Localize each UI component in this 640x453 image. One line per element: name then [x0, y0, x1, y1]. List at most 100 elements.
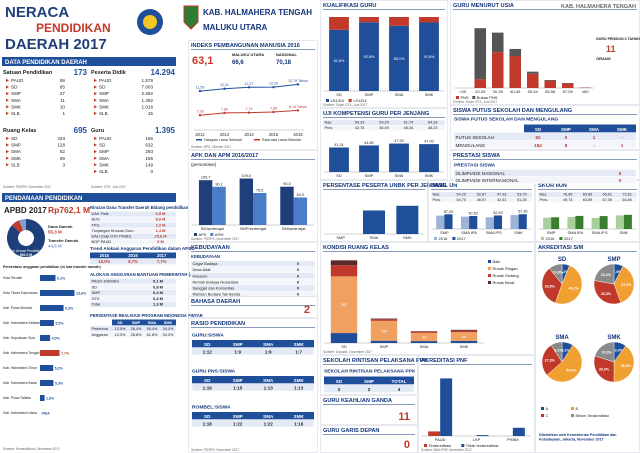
panel-title: PRESTASI SISWA	[453, 153, 500, 159]
donut-label: Non Urusan Pendidikan	[9, 249, 43, 253]
legend-label: Rusak Sedang	[493, 273, 519, 278]
bullet	[94, 85, 97, 89]
row-label: SMA	[11, 98, 22, 103]
category-label: PKBM	[507, 437, 518, 442]
row-value: 27	[60, 91, 66, 96]
category-label: LKP	[473, 437, 481, 442]
table-cell: TPG	[92, 222, 100, 227]
pie-slice	[613, 265, 635, 304]
title-bar	[2, 193, 176, 202]
table-title: PRESTASI SISWA	[454, 163, 496, 169]
bar	[198, 180, 213, 225]
table-cell: 1:22	[264, 421, 274, 426]
province-name: MALUKU UTARA	[203, 23, 268, 32]
value-label: 30,0%	[599, 368, 610, 372]
bar	[330, 265, 358, 277]
point	[198, 114, 202, 117]
table-cell: 34,3%	[163, 333, 174, 337]
value-label: 6,1%	[57, 277, 66, 281]
value-label: 7,28	[197, 110, 204, 114]
value-label: 7,69	[221, 107, 228, 111]
value-label: 5,3%	[55, 382, 64, 386]
header-cell: SMK	[294, 342, 305, 347]
legend-swatch	[210, 233, 214, 236]
category-label: SD	[336, 173, 342, 178]
row-label: SD	[99, 85, 106, 90]
table-cell: 1	[593, 135, 596, 140]
legend-swatch	[461, 444, 465, 447]
bar	[544, 80, 557, 81]
bar	[330, 333, 358, 343]
panel-title: KEBUDAYAAN	[191, 245, 230, 251]
table-cell: Prov.	[433, 198, 442, 202]
header-cell: SMP	[561, 127, 571, 132]
table-cell: 1:22	[233, 421, 243, 426]
row-label: SLB	[99, 169, 108, 174]
legend-swatch	[434, 237, 437, 240]
category-label: SMK	[460, 344, 469, 349]
source: Sumber: Dirjen GTK, Juni 2017	[453, 100, 498, 104]
legend-label: Harapan Lama Sekolah	[204, 138, 242, 142]
table-cell: BOP PAUD	[92, 239, 112, 244]
point	[198, 89, 202, 93]
table-cell: 54,33	[355, 121, 365, 125]
legend-label: Baik	[493, 259, 501, 264]
value-label: 64,9	[297, 193, 304, 197]
legend-swatch	[488, 281, 491, 284]
panel-border	[188, 150, 318, 242]
header-cell: SMA	[263, 414, 274, 419]
table-cell: 7,7%	[157, 259, 167, 264]
table-cell: 1	[621, 143, 624, 148]
value-label: 9,1%	[561, 348, 570, 352]
bar	[419, 144, 439, 172]
bar	[389, 143, 409, 172]
legend-swatch	[488, 267, 491, 270]
table-cell: 1:16	[203, 385, 213, 390]
table-title: GURU PNS:SISWA	[192, 369, 236, 375]
panel-title: INDEKS PEMBANGUNAN MANUSIA 2016	[191, 43, 300, 49]
table-cell: 12,5%	[115, 327, 126, 331]
value-label: 7,4%	[613, 270, 622, 274]
ministry-logo	[143, 15, 157, 29]
bar	[450, 330, 478, 333]
region-label: Kab. Pulau Taliabu	[3, 396, 31, 400]
table-header	[192, 340, 314, 348]
value-label: 109,6	[242, 174, 252, 178]
table-cell: 48,23	[428, 126, 438, 130]
group-title: Satuan Pendidikan	[3, 70, 53, 76]
table-cell: 8	[565, 143, 568, 148]
table-row	[323, 384, 415, 393]
bullet	[6, 105, 9, 109]
bar	[544, 80, 557, 88]
value-label: 47,92	[394, 139, 404, 143]
bullet	[6, 111, 9, 115]
header-cell: SD	[204, 414, 211, 419]
table-cell: 2	[368, 387, 371, 392]
bar	[389, 17, 409, 26]
group-title: Ruang Kelas	[3, 128, 36, 134]
panel-title: DATA PENDIDIKAN DAERAH	[5, 60, 87, 66]
note-value: 11	[606, 44, 616, 54]
bar	[444, 214, 453, 229]
pie-title: SMA	[555, 335, 569, 341]
bar	[370, 340, 398, 343]
legend-swatch	[194, 233, 197, 236]
value-label: 9,3%	[65, 307, 74, 311]
category-label: SMA IPS	[486, 230, 502, 235]
table-cell: OLIMPIADE INTERNASIONAL	[456, 178, 520, 183]
table-cell: 0,1 M	[153, 279, 164, 284]
stat-value: 0	[404, 439, 410, 451]
apbd-label: APBD 2017	[4, 206, 47, 215]
row-value: 69	[60, 156, 66, 161]
panel-border	[320, 180, 428, 242]
table-cell: 54,25	[457, 193, 467, 197]
row-label: SMP	[99, 149, 109, 154]
bullet	[94, 105, 97, 109]
region-label: Kota Tidore Kepulauan	[3, 291, 38, 295]
source: Sumber: PDSPK, November 2017	[3, 185, 51, 189]
bar	[591, 217, 600, 229]
header-cell: SMP	[233, 378, 243, 383]
source: Sumber: Kemendikbud, November 2017	[3, 447, 60, 451]
table-cell: 53,75	[517, 193, 527, 197]
